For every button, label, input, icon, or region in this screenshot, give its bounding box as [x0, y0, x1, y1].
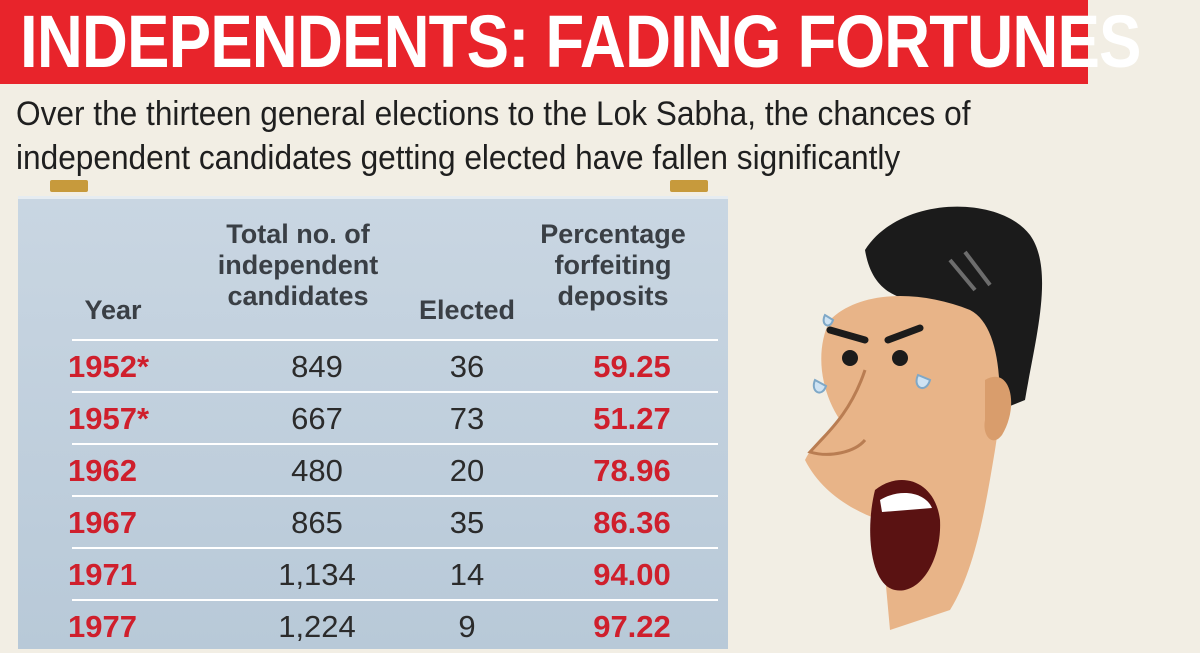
elected-cell: 35	[449, 505, 485, 540]
year-cell: 1967	[68, 505, 137, 540]
title-banner: INDEPENDENTS: FADING FORTUNES	[0, 0, 1142, 84]
percent-cell: 59.25	[593, 349, 671, 384]
crying-man-face-icon	[805, 206, 1043, 630]
chart-subtitle: Over the thirteen general elections to t…	[16, 95, 971, 177]
total-cell: 1,134	[278, 557, 356, 592]
percent-cell: 51.27	[593, 401, 671, 436]
table-row: 1971 1,134 14 94.00	[68, 547, 718, 601]
header-year: Year	[84, 295, 142, 325]
year-cell: 1962	[68, 453, 137, 488]
table-row: 1977 1,224 9 97.22	[68, 599, 718, 653]
hair-highlight	[948, 250, 992, 292]
eye-left	[842, 350, 858, 366]
table-row: 1967 865 35 86.36	[68, 495, 718, 549]
teeth	[880, 493, 932, 512]
table-row: 1952* 849 36 59.25	[68, 339, 718, 393]
table-row: 1962 480 20 78.96	[68, 443, 718, 497]
table-row: 1957* 667 73 51.27	[68, 391, 718, 445]
header-percent: Percentage forfeiting deposits	[540, 219, 686, 311]
eye-right	[892, 350, 908, 366]
eyebrow-left	[826, 326, 869, 344]
chart-title: INDEPENDENTS: FADING FORTUNES	[20, 0, 1142, 83]
total-cell: 849	[291, 349, 343, 384]
tear-drop	[822, 313, 835, 327]
header-elected: Elected	[418, 295, 516, 325]
tear-drop	[915, 373, 932, 389]
panel-tab-left	[50, 180, 88, 192]
year-cell: 1957*	[68, 401, 150, 436]
elected-cell: 14	[449, 557, 485, 592]
face-shape	[805, 296, 1000, 630]
header-total: Total no. of independent candidates	[217, 219, 379, 311]
ear-shape	[984, 376, 1012, 441]
elected-cell: 73	[449, 401, 485, 436]
total-cell: 1,224	[278, 609, 356, 644]
percent-cell: 78.96	[593, 453, 671, 488]
total-cell: 667	[291, 401, 343, 436]
year-cell: 1977	[68, 609, 137, 644]
total-cell: 865	[291, 505, 343, 540]
panel-tab-right	[670, 180, 708, 192]
elected-cell: 20	[449, 453, 485, 488]
percent-cell: 97.22	[593, 609, 671, 644]
year-cell: 1952*	[68, 349, 150, 384]
year-cell: 1971	[68, 557, 137, 592]
elected-cell: 9	[458, 609, 476, 644]
data-table: Year Total no. of independent candidates…	[18, 196, 728, 649]
eyebrow-right	[884, 324, 924, 344]
percent-cell: 86.36	[593, 505, 671, 540]
percent-cell: 94.00	[593, 557, 671, 592]
total-cell: 480	[291, 453, 343, 488]
tear-drop	[812, 378, 828, 394]
nose-line	[807, 369, 867, 456]
elected-cell: 36	[449, 349, 485, 384]
